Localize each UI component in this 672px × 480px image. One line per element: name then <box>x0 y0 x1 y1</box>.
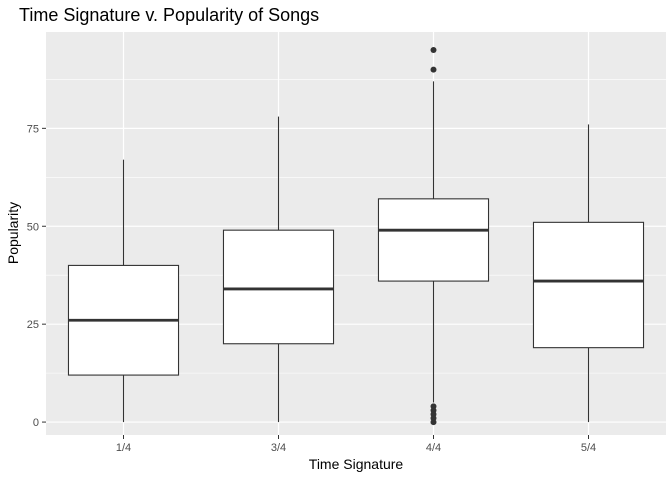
outlier-point <box>430 47 437 54</box>
box-iqr <box>532 221 645 349</box>
x-tick-label: 1/4 <box>116 442 131 454</box>
y-tick-label: 25 <box>27 319 39 331</box>
box-group <box>67 47 645 426</box>
y-tick-label: 0 <box>33 417 39 429</box>
y-tick-label: 75 <box>27 123 39 135</box>
x-tick-label: 3/4 <box>271 442 286 454</box>
x-axis-title: Time Signature <box>309 456 404 472</box>
box-iqr <box>222 229 335 345</box>
box-iqr <box>377 198 490 282</box>
x-tick-label: 4/4 <box>426 442 441 454</box>
y-tick-label: 50 <box>27 221 39 233</box>
x-tick-label: 5/4 <box>581 442 596 454</box>
x-axis-ticks: 1/4 3/4 4/4 5/4 <box>116 435 596 454</box>
outlier-point <box>430 66 437 73</box>
y-axis-title: Popularity <box>5 202 21 264</box>
y-axis-ticks: 0 25 50 75 <box>27 123 46 429</box>
chart-title: Time Signature v. Popularity of Songs <box>19 5 319 25</box>
outlier-point <box>430 419 437 426</box>
